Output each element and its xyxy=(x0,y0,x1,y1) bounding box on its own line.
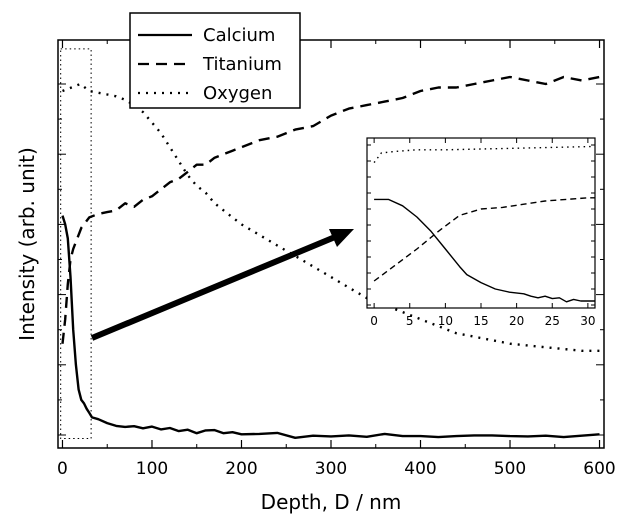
main-series-layer xyxy=(61,75,600,439)
inset-x-tick-label: 30 xyxy=(580,314,595,328)
x-tick-label: 500 xyxy=(494,459,526,479)
inset-series-layer xyxy=(373,145,595,303)
inset-frame xyxy=(366,137,596,309)
legend-label-calcium: Calcium xyxy=(203,25,275,46)
inset-x-tick-label: 10 xyxy=(438,314,453,328)
inset-series-line-titanium xyxy=(373,197,595,282)
inset-x-tick-label: 0 xyxy=(370,314,378,328)
x-tick-label: 200 xyxy=(225,459,257,479)
y-axis-title: Intensity (arb. unit) xyxy=(15,147,39,341)
legend-label-titanium: Titanium xyxy=(202,54,282,75)
x-tick-label: 300 xyxy=(315,459,347,479)
x-tick-label: 100 xyxy=(136,459,168,479)
inset-series-line-oxygen xyxy=(373,145,595,164)
legend: Calcium Titanium Oxygen xyxy=(129,12,301,109)
inset-x-tick-label: 5 xyxy=(406,314,414,328)
inset-axis-ticks xyxy=(367,138,595,308)
x-tick-label: 600 xyxy=(583,459,615,479)
series-line-oxygen xyxy=(62,82,600,352)
inset-x-tick-label: 15 xyxy=(473,314,488,328)
legend-label-oxygen: Oxygen xyxy=(203,83,272,104)
series-line-calcium xyxy=(61,215,600,439)
inset-x-tick-labels: 0 5 10 15 20 25 30 xyxy=(370,314,595,328)
zoom-box xyxy=(60,48,92,440)
zoom-arrow xyxy=(90,229,354,341)
x-tick-label: 0 xyxy=(57,459,68,479)
legend-box xyxy=(129,12,301,109)
series-line-titanium xyxy=(61,75,600,344)
inset-x-tick-label: 20 xyxy=(509,314,524,328)
x-tick-label: 400 xyxy=(404,459,436,479)
zoom-region xyxy=(60,48,92,440)
inset-x-tick-label: 25 xyxy=(545,314,560,328)
inset-series-line-calcium xyxy=(374,198,595,303)
x-axis-title: Depth, D / nm xyxy=(261,490,402,514)
x-tick-labels: 0 100 200 300 400 500 600 xyxy=(57,459,616,479)
